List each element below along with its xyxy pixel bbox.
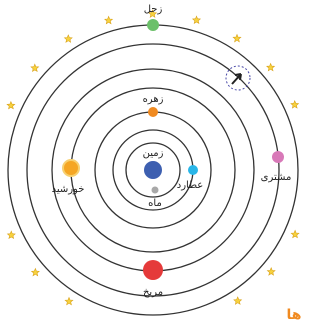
moon (152, 187, 159, 194)
mercury-label: عطارد (177, 180, 204, 191)
star (193, 16, 201, 23)
star (7, 102, 15, 109)
star (65, 298, 73, 305)
star (32, 269, 40, 276)
star (233, 35, 241, 42)
star (8, 231, 16, 238)
epicycle-arrow (232, 74, 241, 84)
moon-label: ماه (148, 198, 162, 209)
jupiter (272, 151, 284, 163)
earth-label: زمین (143, 148, 164, 159)
star (267, 64, 275, 71)
star (267, 268, 275, 275)
saturn (147, 19, 159, 31)
venus (148, 107, 158, 117)
mars (143, 260, 163, 280)
star (291, 230, 299, 237)
star (291, 101, 299, 108)
sun-label: خورشید (52, 184, 85, 195)
star (65, 35, 73, 42)
sun (63, 160, 79, 176)
earth (144, 161, 162, 179)
corner-text: ها (287, 307, 302, 322)
saturn-label: زحل (144, 4, 163, 15)
star (105, 16, 113, 23)
jupiter-label: مشتری (261, 172, 292, 183)
star (31, 64, 39, 71)
mercury (188, 165, 198, 175)
star (234, 297, 242, 304)
diagram: زمین ماه عطارد زهره خورشید مریخ مشتری زح… (0, 0, 303, 322)
mars-label: مریخ (143, 287, 163, 298)
venus-label: زهره (143, 94, 164, 105)
